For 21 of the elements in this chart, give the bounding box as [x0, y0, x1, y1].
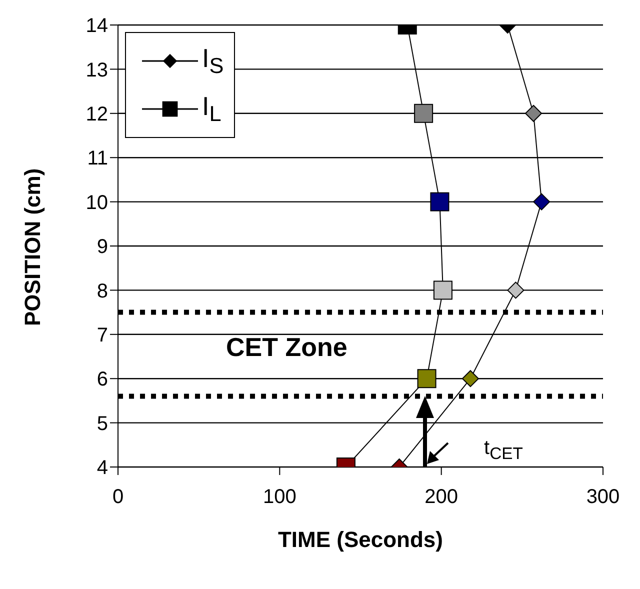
- y-tick-label: 6: [96, 368, 108, 391]
- y-tick-label: 12: [86, 104, 108, 126]
- x-tick-label: 0: [112, 486, 124, 508]
- x-tick-label: 100: [262, 486, 296, 508]
- y-axis-title: POSITION (cm): [20, 168, 45, 326]
- y-tick-label: 5: [96, 412, 108, 435]
- y-tick-label: 14: [86, 15, 108, 38]
- legend-label: I$_{L}$: [202, 90, 222, 128]
- y-tick-label: 11: [87, 148, 108, 170]
- y-tick-label: 13: [86, 59, 108, 82]
- x-axis-title: TIME (Seconds): [278, 527, 444, 552]
- x-tick-label: 300: [586, 486, 620, 508]
- legend-label: I$_{S}$: [202, 42, 224, 80]
- y-tick-label: 4: [96, 457, 108, 480]
- x-tick-label: 200: [424, 486, 458, 508]
- annotation: t$_{CET}$: [484, 436, 523, 464]
- y-tick-label: 9: [96, 236, 108, 258]
- y-tick-label: 10: [86, 192, 108, 214]
- y-tick-label: 7: [96, 324, 108, 346]
- y-tick-label: 8: [96, 280, 108, 302]
- annotation: CET Zone: [226, 332, 348, 364]
